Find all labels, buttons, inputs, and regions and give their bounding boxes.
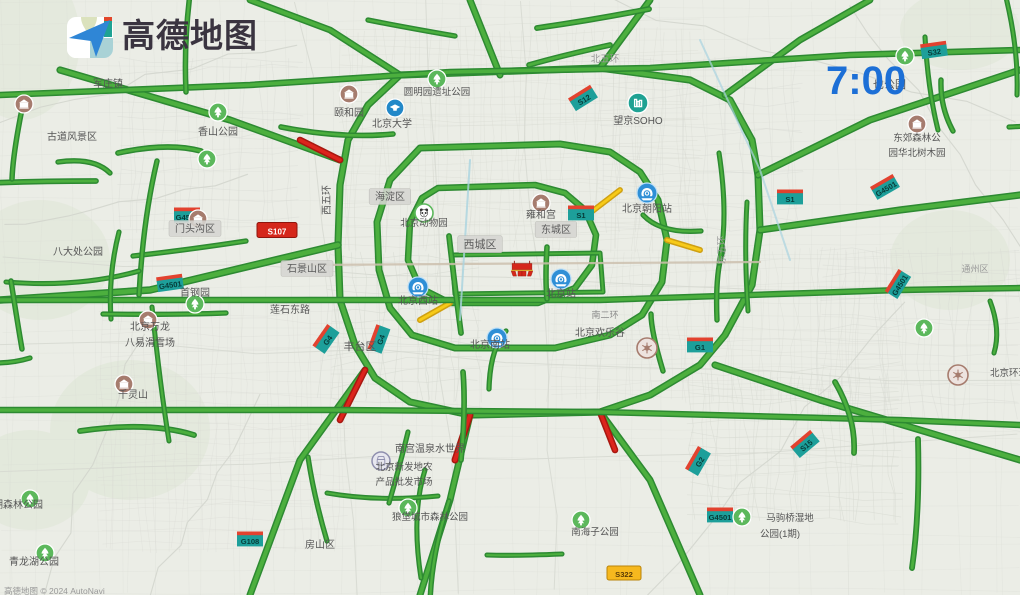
svg-text:圆明园遗址公园: 圆明园遗址公园 — [404, 86, 471, 98]
svg-text:湖森林公园: 湖森林公园 — [0, 498, 43, 511]
svg-text:望京SOHO: 望京SOHO — [613, 114, 663, 127]
svg-text:东郊森林公: 东郊森林公 — [893, 132, 941, 144]
svg-text:G1: G1 — [695, 343, 706, 352]
svg-text:军庄镇: 军庄镇 — [93, 77, 123, 90]
svg-text:青龙湖公园: 青龙湖公园 — [9, 555, 59, 568]
svg-text:海淀区: 海淀区 — [375, 190, 405, 203]
svg-text:北京万龙: 北京万龙 — [130, 320, 170, 333]
svg-text:S322: S322 — [615, 570, 633, 579]
svg-text:南宫温泉水世界: 南宫温泉水世界 — [395, 442, 465, 455]
svg-text:S32: S32 — [927, 47, 942, 58]
svg-text:西五环: 西五环 — [322, 185, 333, 215]
svg-text:南二环: 南二环 — [591, 309, 618, 320]
svg-text:雍和宫: 雍和宫 — [526, 208, 556, 221]
svg-text:产品批发市场: 产品批发市场 — [375, 476, 432, 488]
svg-text:西城区: 西城区 — [464, 238, 497, 251]
svg-text:S1: S1 — [785, 195, 795, 204]
svg-text:南海子公园: 南海子公园 — [571, 526, 619, 538]
svg-text:北京大学: 北京大学 — [372, 117, 412, 130]
svg-text:北京新发地农: 北京新发地农 — [375, 461, 433, 473]
svg-text:北京环球度假: 北京环球度假 — [990, 367, 1020, 379]
svg-text:首钢园: 首钢园 — [180, 286, 210, 299]
svg-text:东五环: 东五环 — [716, 236, 728, 265]
svg-text:莲石东路: 莲石东路 — [270, 303, 310, 316]
svg-text:千灵山: 千灵山 — [118, 389, 148, 401]
svg-text:北京西站: 北京西站 — [398, 294, 438, 307]
svg-text:八大处公园: 八大处公园 — [53, 245, 103, 258]
svg-text:北京动物园: 北京动物园 — [400, 217, 448, 229]
svg-text:古道风景区: 古道风景区 — [47, 130, 97, 143]
svg-text:7:00: 7:00 — [826, 59, 906, 103]
svg-text:高德地图 © 2024 AutoNavi: 高德地图 © 2024 AutoNavi — [4, 586, 105, 595]
svg-text:八易滑雪场: 八易滑雪场 — [125, 336, 175, 349]
svg-text:G108: G108 — [241, 537, 260, 546]
svg-text:公园(1期): 公园(1期) — [760, 529, 800, 540]
svg-text:丰台区: 丰台区 — [344, 339, 377, 353]
svg-text:高德地图: 高德地图 — [122, 17, 258, 54]
svg-text:G4501: G4501 — [709, 513, 733, 522]
svg-text:门头沟区: 门头沟区 — [175, 222, 215, 235]
svg-text:北京南站: 北京南站 — [470, 338, 510, 351]
svg-text:狼垡城市森林公园: 狼垡城市森林公园 — [392, 511, 468, 523]
svg-text:北京欢乐谷: 北京欢乐谷 — [575, 326, 625, 339]
svg-text:北京站: 北京站 — [546, 287, 576, 300]
svg-text:马驹桥湿地: 马驹桥湿地 — [766, 512, 814, 524]
svg-text:香山公园: 香山公园 — [198, 126, 238, 138]
svg-text:S1: S1 — [576, 211, 586, 220]
svg-text:石景山区: 石景山区 — [287, 263, 327, 275]
svg-text:S107: S107 — [268, 228, 287, 237]
svg-text:园华北树木园: 园华北树木园 — [888, 147, 945, 159]
svg-text:北京朝阳站: 北京朝阳站 — [622, 202, 672, 215]
svg-text:房山区: 房山区 — [305, 538, 335, 551]
svg-text:东城区: 东城区 — [541, 223, 571, 236]
svg-text:通州区: 通州区 — [961, 264, 988, 274]
svg-text:颐和园: 颐和园 — [334, 107, 364, 119]
svg-text:北五环: 北五环 — [591, 54, 620, 65]
